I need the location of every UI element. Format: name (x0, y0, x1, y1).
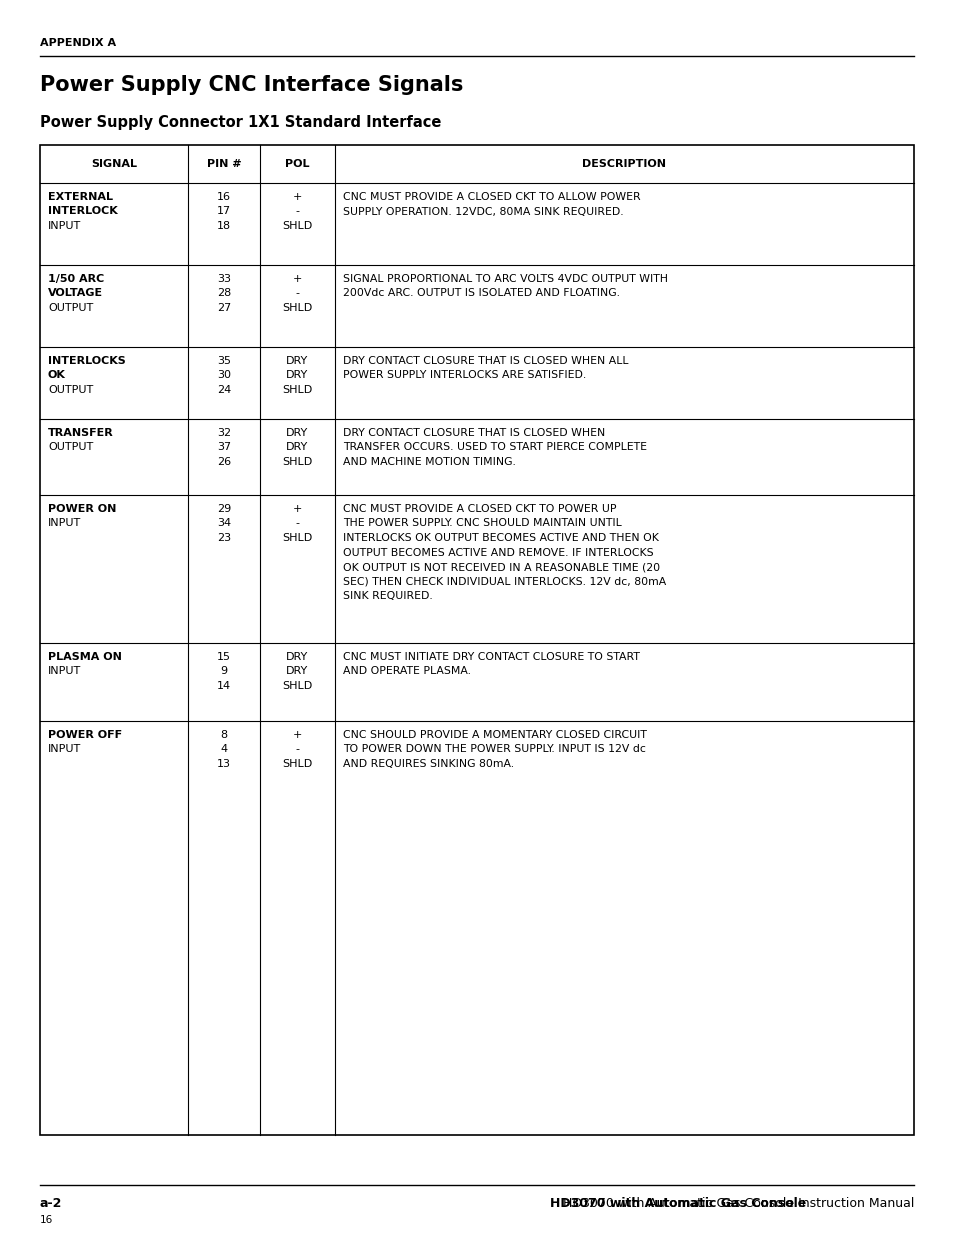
Text: SHLD: SHLD (282, 303, 313, 312)
Text: 4: 4 (220, 745, 228, 755)
Text: DRY CONTACT CLOSURE THAT IS CLOSED WHEN ALL: DRY CONTACT CLOSURE THAT IS CLOSED WHEN … (343, 356, 628, 366)
Text: 26: 26 (216, 457, 231, 467)
Text: SHLD: SHLD (282, 680, 313, 692)
Text: DESCRIPTION: DESCRIPTION (582, 159, 666, 169)
Text: SHLD: SHLD (282, 457, 313, 467)
Text: 14: 14 (216, 680, 231, 692)
Text: AND OPERATE PLASMA.: AND OPERATE PLASMA. (343, 667, 471, 677)
Text: HD3070 with Automatic Gas Console: HD3070 with Automatic Gas Console (549, 1197, 805, 1210)
Text: AND MACHINE MOTION TIMING.: AND MACHINE MOTION TIMING. (343, 457, 516, 467)
Text: VOLTAGE: VOLTAGE (48, 289, 103, 299)
Text: 29: 29 (216, 504, 231, 514)
Text: CNC MUST INITIATE DRY CONTACT CLOSURE TO START: CNC MUST INITIATE DRY CONTACT CLOSURE TO… (343, 652, 639, 662)
Text: AND REQUIRES SINKING 80mA.: AND REQUIRES SINKING 80mA. (343, 760, 514, 769)
Text: 18: 18 (216, 221, 231, 231)
Text: DRY: DRY (286, 370, 309, 380)
Text: CNC MUST PROVIDE A CLOSED CKT TO POWER UP: CNC MUST PROVIDE A CLOSED CKT TO POWER U… (343, 504, 616, 514)
Text: SIGNAL: SIGNAL (91, 159, 137, 169)
Text: CNC SHOULD PROVIDE A MOMENTARY CLOSED CIRCUIT: CNC SHOULD PROVIDE A MOMENTARY CLOSED CI… (343, 730, 646, 740)
Text: SHLD: SHLD (282, 534, 313, 543)
Text: PIN #: PIN # (207, 159, 241, 169)
Text: INTERLOCKS OK OUTPUT BECOMES ACTIVE AND THEN OK: INTERLOCKS OK OUTPUT BECOMES ACTIVE AND … (343, 534, 659, 543)
Text: POWER OFF: POWER OFF (48, 730, 122, 740)
Text: 13: 13 (216, 760, 231, 769)
Text: -: - (295, 289, 299, 299)
Text: 37: 37 (216, 442, 231, 452)
Text: SUPPLY OPERATION. 12VDC, 80MA SINK REQUIRED.: SUPPLY OPERATION. 12VDC, 80MA SINK REQUI… (343, 206, 623, 216)
Text: OUTPUT BECOMES ACTIVE AND REMOVE. IF INTERLOCKS: OUTPUT BECOMES ACTIVE AND REMOVE. IF INT… (343, 547, 653, 557)
Text: POL: POL (285, 159, 310, 169)
Text: CNC MUST PROVIDE A CLOSED CKT TO ALLOW POWER: CNC MUST PROVIDE A CLOSED CKT TO ALLOW P… (343, 191, 640, 203)
Text: APPENDIX A: APPENDIX A (40, 38, 116, 48)
Text: DRY: DRY (286, 667, 309, 677)
Text: 34: 34 (216, 519, 231, 529)
Text: EXTERNAL: EXTERNAL (48, 191, 112, 203)
Text: 32: 32 (216, 429, 231, 438)
Text: +: + (293, 730, 302, 740)
Text: 16: 16 (216, 191, 231, 203)
Text: 33: 33 (216, 274, 231, 284)
Text: SINK REQUIRED.: SINK REQUIRED. (343, 592, 433, 601)
Text: INPUT: INPUT (48, 221, 81, 231)
Text: OUTPUT: OUTPUT (48, 303, 93, 312)
Text: OUTPUT: OUTPUT (48, 385, 93, 395)
Text: 17: 17 (216, 206, 231, 216)
Text: OK OUTPUT IS NOT RECEIVED IN A REASONABLE TIME (20: OK OUTPUT IS NOT RECEIVED IN A REASONABL… (343, 562, 659, 572)
Text: DRY: DRY (286, 442, 309, 452)
Text: POWER ON: POWER ON (48, 504, 116, 514)
Text: +: + (293, 191, 302, 203)
Text: INPUT: INPUT (48, 745, 81, 755)
Text: SHLD: SHLD (282, 221, 313, 231)
Text: +: + (293, 504, 302, 514)
Text: 28: 28 (216, 289, 231, 299)
Text: Power Supply CNC Interface Signals: Power Supply CNC Interface Signals (40, 75, 463, 95)
Text: 35: 35 (216, 356, 231, 366)
Text: 24: 24 (216, 385, 231, 395)
Text: DRY: DRY (286, 356, 309, 366)
Text: OUTPUT: OUTPUT (48, 442, 93, 452)
Text: -: - (295, 206, 299, 216)
Text: a-2: a-2 (40, 1197, 62, 1210)
Text: -: - (295, 519, 299, 529)
Text: 8: 8 (220, 730, 228, 740)
Text: OK: OK (48, 370, 66, 380)
Text: INPUT: INPUT (48, 519, 81, 529)
Text: POWER SUPPLY INTERLOCKS ARE SATISFIED.: POWER SUPPLY INTERLOCKS ARE SATISFIED. (343, 370, 586, 380)
Text: INTERLOCKS: INTERLOCKS (48, 356, 126, 366)
Text: DRY CONTACT CLOSURE THAT IS CLOSED WHEN: DRY CONTACT CLOSURE THAT IS CLOSED WHEN (343, 429, 604, 438)
Text: SIGNAL PROPORTIONAL TO ARC VOLTS 4VDC OUTPUT WITH: SIGNAL PROPORTIONAL TO ARC VOLTS 4VDC OU… (343, 274, 667, 284)
Text: SHLD: SHLD (282, 760, 313, 769)
Text: HD3070 with Automatic Gas Console Instruction Manual: HD3070 with Automatic Gas Console Instru… (562, 1197, 913, 1210)
Text: Power Supply Connector 1X1 Standard Interface: Power Supply Connector 1X1 Standard Inte… (40, 115, 441, 130)
Text: DRY: DRY (286, 429, 309, 438)
Text: DRY: DRY (286, 652, 309, 662)
Text: -: - (295, 745, 299, 755)
Bar (40, 144, 913, 1135)
Text: 27: 27 (216, 303, 231, 312)
Text: TRANSFER OCCURS. USED TO START PIERCE COMPLETE: TRANSFER OCCURS. USED TO START PIERCE CO… (343, 442, 646, 452)
Text: 1/50 ARC: 1/50 ARC (48, 274, 104, 284)
Text: 23: 23 (216, 534, 231, 543)
Text: +: + (293, 274, 302, 284)
Text: 30: 30 (216, 370, 231, 380)
Text: INPUT: INPUT (48, 667, 81, 677)
Text: INTERLOCK: INTERLOCK (48, 206, 117, 216)
Text: 15: 15 (216, 652, 231, 662)
Text: SHLD: SHLD (282, 385, 313, 395)
Text: PLASMA ON: PLASMA ON (48, 652, 122, 662)
Text: 9: 9 (220, 667, 228, 677)
Text: TO POWER DOWN THE POWER SUPPLY. INPUT IS 12V dc: TO POWER DOWN THE POWER SUPPLY. INPUT IS… (343, 745, 645, 755)
Text: 200Vdc ARC. OUTPUT IS ISOLATED AND FLOATING.: 200Vdc ARC. OUTPUT IS ISOLATED AND FLOAT… (343, 289, 619, 299)
Text: TRANSFER: TRANSFER (48, 429, 113, 438)
Text: 16: 16 (40, 1215, 53, 1225)
Text: SEC) THEN CHECK INDIVIDUAL INTERLOCKS. 12V dc, 80mA: SEC) THEN CHECK INDIVIDUAL INTERLOCKS. 1… (343, 577, 665, 587)
Text: THE POWER SUPPLY. CNC SHOULD MAINTAIN UNTIL: THE POWER SUPPLY. CNC SHOULD MAINTAIN UN… (343, 519, 621, 529)
